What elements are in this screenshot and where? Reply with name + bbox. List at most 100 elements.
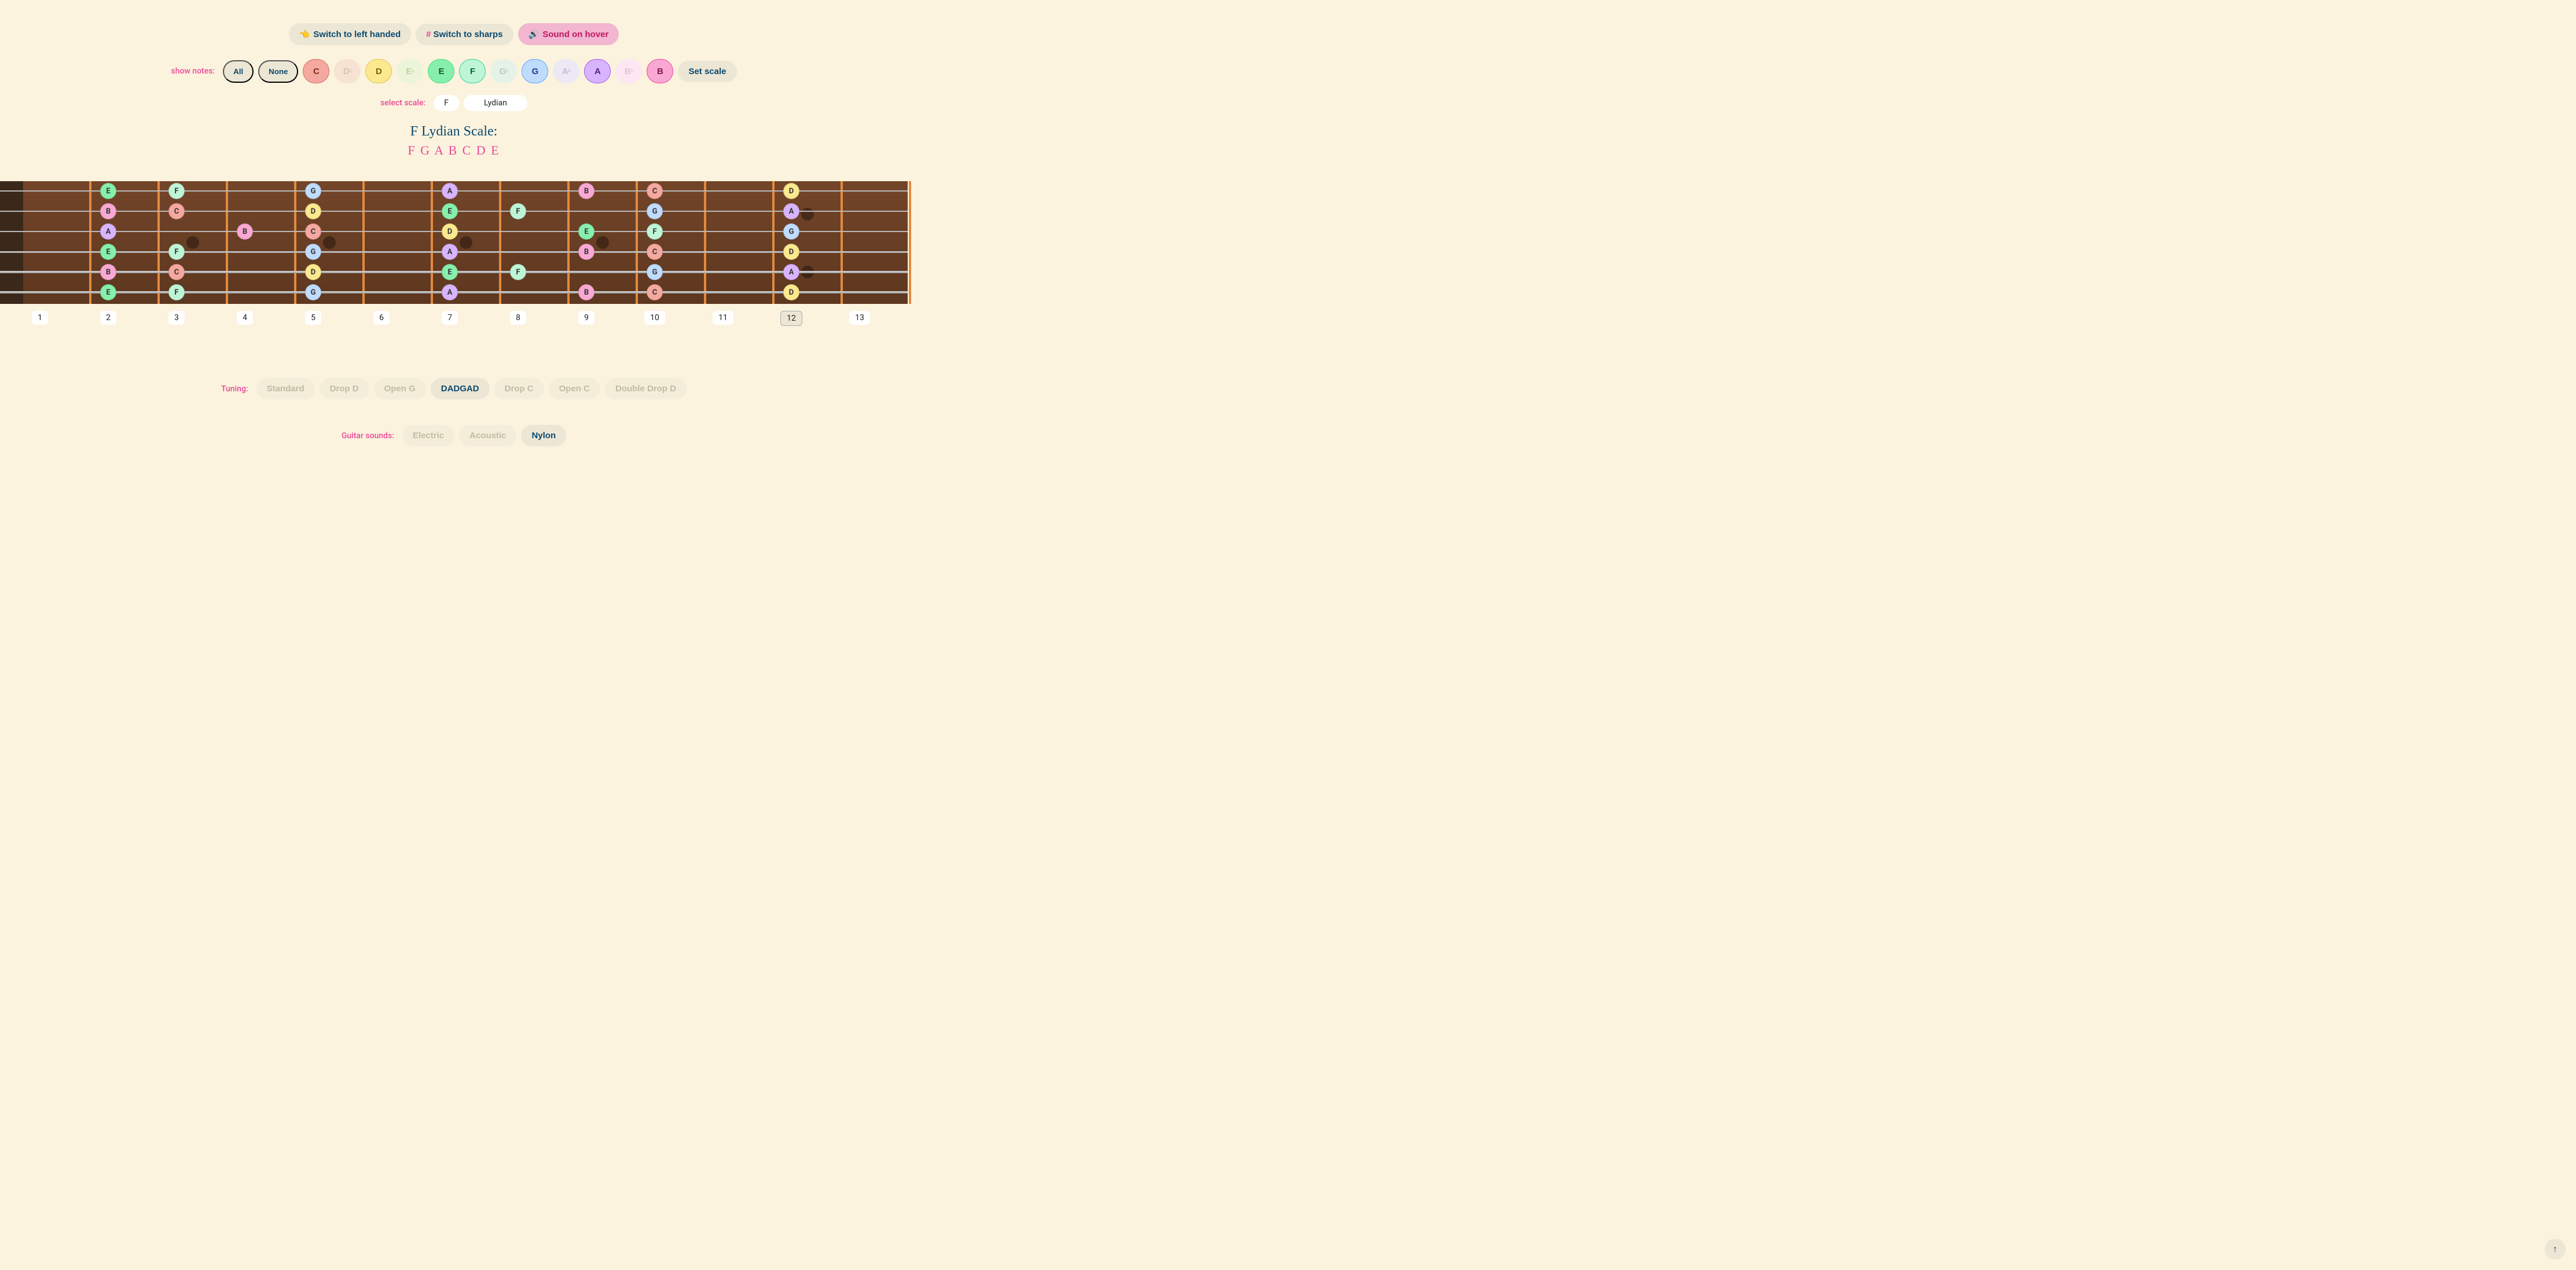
note-dot-A[interactable]: A	[100, 223, 116, 240]
sharps-label: Switch to sharps	[433, 30, 502, 39]
show-notes-label: show notes:	[171, 67, 215, 76]
fret-9	[570, 181, 638, 304]
note-filter-E[interactable]: E	[428, 59, 454, 83]
tuning-option-dadgad[interactable]: DADGAD	[431, 378, 490, 399]
show-all-button[interactable]: All	[223, 60, 254, 83]
note-dot-B[interactable]: B	[100, 203, 116, 219]
note-filter-G[interactable]: G	[522, 59, 548, 83]
fret-number: 9	[570, 311, 638, 326]
tuning-option-open-g[interactable]: Open G	[374, 378, 426, 399]
note-filter-Db[interactable]: D♭	[334, 59, 361, 83]
note-dot-G[interactable]: G	[647, 203, 663, 219]
note-dot-D[interactable]: D	[442, 223, 458, 240]
note-dot-E[interactable]: E	[100, 244, 116, 260]
note-dot-B[interactable]: B	[578, 284, 595, 300]
note-dot-A[interactable]: A	[783, 203, 799, 219]
note-dot-C[interactable]: C	[305, 223, 321, 240]
note-dot-B[interactable]: B	[578, 183, 595, 199]
sound-option-acoustic[interactable]: Acoustic	[459, 425, 516, 446]
inlay-dot	[801, 266, 814, 278]
note-filter-A[interactable]: A	[584, 59, 611, 83]
note-dot-C[interactable]: C	[647, 244, 663, 260]
fret-number: 8	[501, 311, 570, 326]
note-dot-G[interactable]: G	[305, 284, 321, 300]
note-dot-F[interactable]: F	[510, 264, 526, 280]
note-dot-D[interactable]: D	[305, 264, 321, 280]
scale-root-select[interactable]: F	[434, 95, 459, 111]
note-dot-F[interactable]: F	[510, 203, 526, 219]
tuning-option-open-c[interactable]: Open C	[549, 378, 600, 399]
note-dot-E[interactable]: E	[578, 223, 595, 240]
note-dot-C[interactable]: C	[168, 264, 185, 280]
note-dot-B[interactable]: B	[578, 244, 595, 260]
inlay-dot	[186, 236, 199, 249]
fret-13	[843, 181, 911, 304]
note-dot-F[interactable]: F	[647, 223, 663, 240]
note-dot-F[interactable]: F	[168, 244, 185, 260]
note-filter-C[interactable]: C	[303, 59, 329, 83]
note-dot-E[interactable]: E	[442, 203, 458, 219]
sharps-toggle[interactable]: # Switch to sharps	[416, 24, 513, 45]
set-scale-button[interactable]: Set scale	[678, 61, 736, 82]
note-dot-B[interactable]: B	[100, 264, 116, 280]
note-dot-F[interactable]: F	[168, 284, 185, 300]
sound-hover-label: Sound on hover	[542, 30, 608, 39]
left-handed-toggle[interactable]: 👈 Switch to left handed	[289, 23, 412, 45]
note-dot-G[interactable]: G	[783, 223, 799, 240]
note-dot-D[interactable]: D	[783, 244, 799, 260]
fret-number: 7	[433, 311, 501, 326]
left-handed-label: Switch to left handed	[313, 30, 401, 39]
scroll-top-button[interactable]: ↑	[2545, 1239, 2566, 1260]
note-dot-D[interactable]: D	[783, 284, 799, 300]
show-none-button[interactable]: None	[258, 60, 298, 83]
note-dot-E[interactable]: E	[100, 284, 116, 300]
sharp-icon: #	[426, 30, 431, 39]
fret-6	[365, 181, 433, 304]
note-dot-C[interactable]: C	[647, 284, 663, 300]
inlay-dot	[460, 236, 472, 249]
scale-mode-select[interactable]: Lydian	[464, 95, 527, 111]
tuning-option-double-drop-d[interactable]: Double Drop D	[605, 378, 687, 399]
note-filter-Ab[interactable]: A♭	[553, 59, 579, 83]
fret-10	[638, 181, 706, 304]
note-filter-B[interactable]: B	[647, 59, 673, 83]
note-dot-C[interactable]: C	[168, 203, 185, 219]
sound-option-nylon[interactable]: Nylon	[521, 425, 566, 446]
note-dot-D[interactable]: D	[783, 183, 799, 199]
note-dot-A[interactable]: A	[783, 264, 799, 280]
sound-hover-toggle[interactable]: 🔊 Sound on hover	[518, 23, 619, 45]
tuning-option-drop-c[interactable]: Drop C	[494, 378, 544, 399]
note-filter-F[interactable]: F	[459, 59, 486, 83]
fret-8	[501, 181, 570, 304]
inlay-dot	[801, 208, 814, 221]
fret-number: 13	[843, 311, 911, 326]
note-dot-E[interactable]: E	[442, 264, 458, 280]
tuning-option-standard[interactable]: Standard	[256, 378, 315, 399]
note-dot-G[interactable]: G	[305, 244, 321, 260]
fret-number: 12	[775, 311, 843, 326]
note-dot-G[interactable]: G	[305, 183, 321, 199]
fret-number: 6	[365, 311, 433, 326]
note-dot-A[interactable]: A	[442, 284, 458, 300]
note-dot-D[interactable]: D	[305, 203, 321, 219]
note-filter-Bb[interactable]: B♭	[615, 59, 642, 83]
note-dot-C[interactable]: C	[647, 183, 663, 199]
note-dot-A[interactable]: A	[442, 183, 458, 199]
fret-number: 2	[91, 311, 160, 326]
note-dot-F[interactable]: F	[168, 183, 185, 199]
note-filter-Eb[interactable]: E♭	[397, 59, 423, 83]
fret-7	[433, 181, 501, 304]
fret-12	[775, 181, 843, 304]
note-dot-A[interactable]: A	[442, 244, 458, 260]
note-filter-D[interactable]: D	[365, 59, 392, 83]
note-dot-E[interactable]: E	[100, 183, 116, 199]
fret-4	[228, 181, 296, 304]
note-dot-G[interactable]: G	[647, 264, 663, 280]
fret-number: 10	[638, 311, 706, 326]
tuning-option-drop-d[interactable]: Drop D	[320, 378, 369, 399]
note-dot-B[interactable]: B	[237, 223, 253, 240]
sound-option-electric[interactable]: Electric	[402, 425, 454, 446]
note-filter-Gb[interactable]: G♭	[490, 59, 517, 83]
arrow-up-icon: ↑	[2553, 1243, 2557, 1255]
fret-3	[160, 181, 228, 304]
